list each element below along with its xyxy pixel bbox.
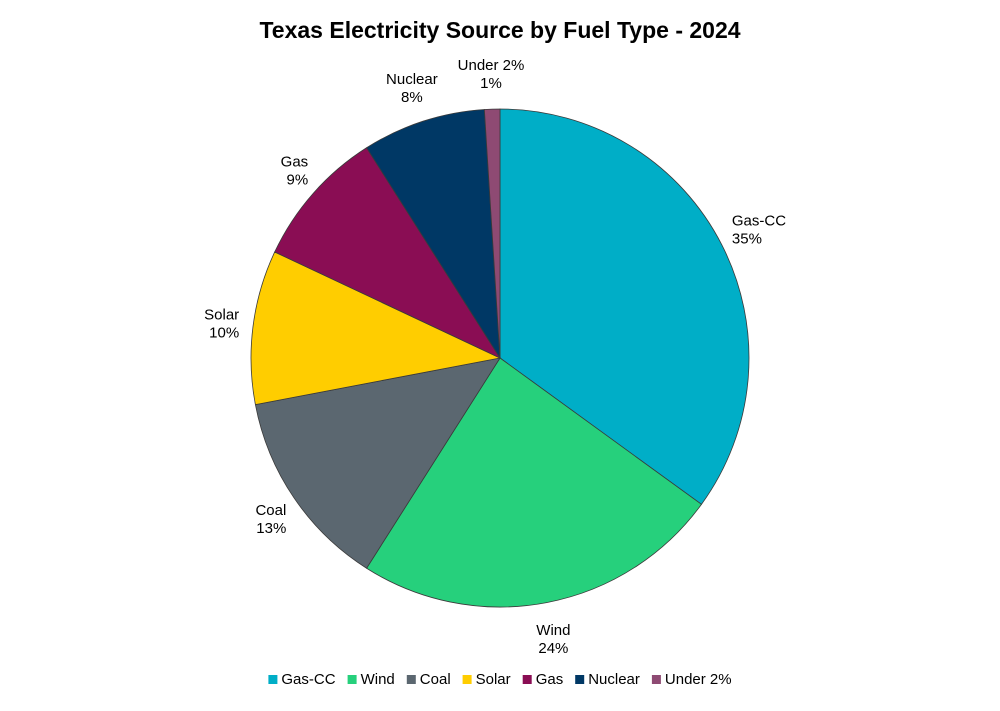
legend-item-wind: Wind: [347, 671, 395, 688]
legend-swatch-wind: [347, 675, 357, 684]
legend-item-gas-cc: Gas-CC: [268, 671, 336, 688]
legend-swatch-gas-cc: [268, 675, 278, 684]
legend-swatch-solar: [462, 675, 472, 684]
slice-value-label-coal: 13%: [256, 520, 286, 537]
pie-slice-gas: [274, 147, 502, 359]
pie-slice-solar: [250, 251, 502, 406]
legend-label-coal: Coal: [420, 671, 451, 688]
slice-label-nuclear: Nuclear: [386, 71, 438, 88]
legend-swatch-under-2: [651, 675, 661, 684]
legend-label-solar: Solar: [476, 671, 511, 688]
legend-label-nuclear: Nuclear: [588, 671, 640, 688]
legend-item-gas: Gas: [522, 671, 564, 688]
slice-value-label-nuclear: 8%: [401, 89, 423, 106]
legend-swatch-gas: [522, 675, 532, 684]
legend-swatch-nuclear: [575, 675, 585, 684]
slice-label-under-2: Under 2%: [458, 57, 525, 74]
slice-value-label-gas: 9%: [287, 172, 309, 189]
legend-label-under-2: Under 2%: [665, 671, 732, 688]
pie-slice-under-2: [483, 108, 501, 359]
legend-item-coal: Coal: [406, 671, 451, 688]
slice-label-wind: Wind: [536, 622, 570, 639]
legend-label-gas: Gas: [536, 671, 564, 688]
legend-label-gas-cc: Gas-CC: [281, 671, 335, 688]
slice-label-gas: Gas: [281, 154, 309, 171]
legend: Gas-CC Wind Coal Solar Gas Nuclear Under 2%: [268, 671, 732, 688]
legend-item-under-2: Under 2%: [651, 671, 732, 688]
slice-value-label-gas-cc: 35%: [732, 231, 762, 248]
slice-value-label-solar: 10%: [209, 324, 239, 341]
slice-value-label-wind: 24%: [538, 640, 568, 657]
chart-title: Texas Electricity Source by Fuel Type - …: [259, 17, 740, 43]
slice-label-gas-cc: Gas-CC: [732, 213, 786, 230]
slice-label-coal: Coal: [255, 502, 286, 519]
slice-value-label-under-2: 1%: [480, 75, 502, 92]
legend-item-nuclear: Nuclear: [575, 671, 640, 688]
pie-slice-coal: [254, 357, 501, 569]
slice-label-solar: Solar: [204, 306, 239, 323]
legend-item-solar: Solar: [462, 671, 511, 688]
legend-swatch-coal: [406, 675, 416, 684]
pie-slices: [250, 108, 750, 608]
pie-slice-nuclear: [366, 109, 501, 359]
pie-slice-gas-cc: [499, 108, 750, 505]
legend-label-wind: Wind: [361, 671, 395, 688]
pie-slice-wind: [366, 357, 703, 608]
